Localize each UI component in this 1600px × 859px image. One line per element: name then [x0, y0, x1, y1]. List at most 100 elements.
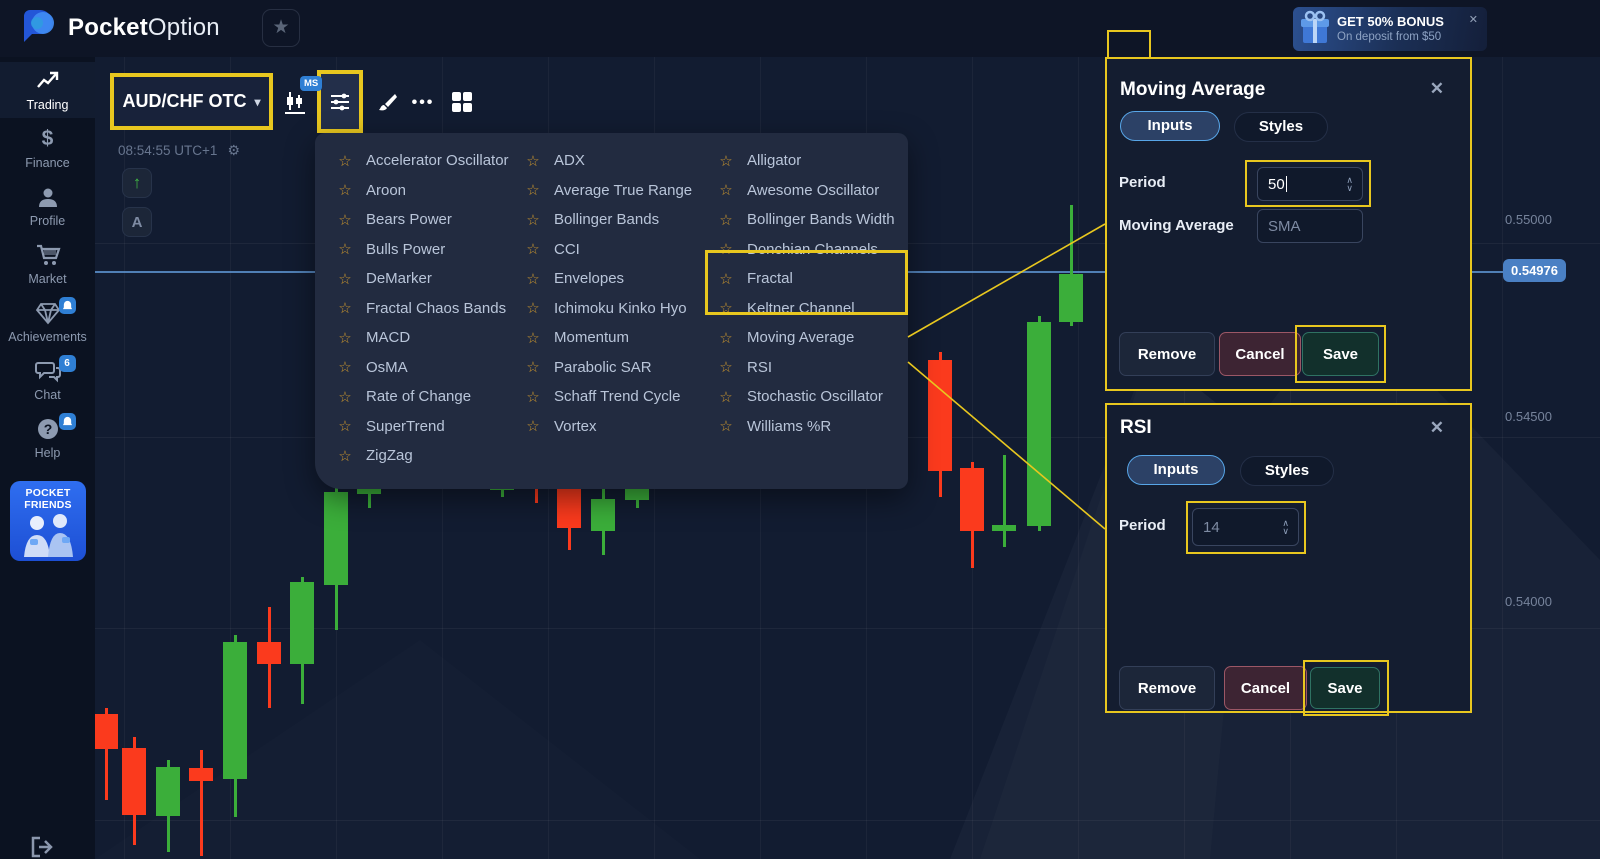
menu-item-average-true-range[interactable]: ☆ Average True Range — [525, 176, 692, 206]
favorite-star-icon[interactable]: ☆ — [526, 359, 540, 377]
menu-item-ichimoku-kinko-hyo[interactable]: ☆ Ichimoku Kinko Hyo — [525, 294, 692, 324]
stepper-up-icon[interactable]: ∧ — [1282, 518, 1289, 528]
sidebar-item-trading[interactable]: Trading — [0, 62, 95, 118]
favorite-star-icon[interactable]: ☆ — [526, 211, 540, 229]
menu-item-accelerator-oscillator[interactable]: ☆ Accelerator Oscillator — [337, 146, 508, 176]
menu-item-donchian-channels[interactable]: ☆ Donchian Channels — [718, 235, 895, 265]
period-input[interactable]: 14 ∧ ∨ — [1192, 508, 1299, 546]
save-button[interactable]: Save — [1310, 667, 1380, 709]
favorite-star-icon[interactable]: ☆ — [338, 211, 352, 229]
sidebar-item-chat[interactable]: 6 Chat — [0, 352, 95, 408]
favorite-star-icon[interactable]: ☆ — [338, 241, 352, 259]
more-tools-button[interactable]: ••• — [407, 90, 439, 116]
period-stepper[interactable]: ∧ ∨ — [1282, 518, 1289, 536]
menu-item-williams-r[interactable]: ☆ Williams %R — [718, 412, 895, 442]
menu-item-keltner-channel[interactable]: ☆ Keltner Channel — [718, 294, 895, 324]
favorite-star-icon[interactable]: ☆ — [719, 152, 733, 170]
menu-item-bears-power[interactable]: ☆ Bears Power — [337, 205, 509, 235]
logout-icon[interactable] — [30, 836, 54, 858]
menu-item-macd[interactable]: ☆ MACD — [337, 323, 509, 353]
menu-item-awesome-oscillator[interactable]: ☆ Awesome Oscillator — [718, 176, 895, 206]
indicators-button[interactable] — [317, 70, 363, 133]
favorite-star-icon[interactable]: ☆ — [526, 152, 540, 170]
cancel-button[interactable]: Cancel — [1219, 332, 1301, 376]
favorite-star-icon[interactable]: ☆ — [526, 329, 540, 347]
stepper-down-icon[interactable]: ∨ — [1282, 526, 1289, 536]
favorite-star-icon[interactable]: ☆ — [719, 388, 733, 406]
menu-item-fractal-chaos-bands[interactable]: ☆ Fractal Chaos Bands — [337, 294, 509, 324]
period-stepper[interactable]: ∧ ∨ — [1346, 175, 1353, 193]
period-input[interactable]: 50 ∧ ∨ — [1257, 167, 1363, 201]
menu-item-supertrend[interactable]: ☆ SuperTrend — [337, 412, 509, 442]
close-icon[interactable]: ✕ — [1429, 418, 1444, 437]
symbol-selector[interactable]: AUD/CHF OTC ▾ — [110, 73, 273, 130]
favorite-star-icon[interactable]: ☆ — [338, 359, 352, 377]
tab-styles[interactable]: Styles — [1240, 456, 1334, 486]
favorite-star-icon[interactable]: ☆ — [719, 418, 733, 436]
bonus-banner[interactable]: GET 50% BONUS On deposit from $50 ✕ — [1293, 7, 1487, 51]
menu-item-zigzag[interactable]: ☆ ZigZag — [337, 441, 509, 471]
sidebar-item-market[interactable]: Market — [0, 236, 95, 292]
bonus-close-icon[interactable]: ✕ — [1468, 14, 1478, 26]
pocket-friends-banner[interactable]: POCKET FRIENDS — [10, 481, 86, 561]
cancel-button[interactable]: Cancel — [1224, 666, 1307, 710]
tab-inputs[interactable]: Inputs — [1120, 111, 1220, 141]
menu-item-momentum[interactable]: ☆ Momentum — [525, 323, 692, 353]
sidebar-item-profile[interactable]: Profile — [0, 178, 95, 234]
menu-item-cci[interactable]: ☆ CCI — [525, 235, 692, 265]
tab-inputs[interactable]: Inputs — [1127, 455, 1225, 485]
favorite-star-icon[interactable]: ☆ — [526, 182, 540, 200]
menu-item-aroon[interactable]: ☆ Aroon — [337, 176, 509, 206]
menu-item-osma[interactable]: ☆ OsMA — [337, 353, 509, 383]
favorite-star-icon[interactable]: ☆ — [719, 182, 733, 200]
chart-type-button[interactable] — [278, 87, 312, 119]
menu-item-envelopes[interactable]: ☆ Envelopes — [525, 264, 692, 294]
stepper-up-icon[interactable]: ∧ — [1346, 175, 1353, 185]
favorite-star-icon[interactable]: ☆ — [719, 359, 733, 377]
remove-button[interactable]: Remove — [1119, 332, 1215, 376]
candlestick-chart[interactable]: 0.55000 0.54500 0.54000 0.54976 AUD/CHF OT… — [95, 57, 1600, 859]
favorites-button[interactable]: ★ — [262, 9, 300, 47]
stepper-down-icon[interactable]: ∨ — [1346, 183, 1353, 193]
layout-grid-button[interactable] — [445, 86, 479, 118]
favorite-star-icon[interactable]: ☆ — [719, 329, 733, 347]
drawing-tools-button[interactable] — [371, 87, 403, 119]
menu-item-bollinger-bands[interactable]: ☆ Bollinger Bands — [525, 205, 692, 235]
time-settings-gear-icon[interactable]: ⚙ — [227, 142, 240, 158]
remove-button[interactable]: Remove — [1119, 666, 1215, 710]
favorite-star-icon[interactable]: ☆ — [338, 300, 352, 318]
sidebar-item-finance[interactable]: $ Finance — [0, 120, 95, 176]
menu-item-stochastic-oscillator[interactable]: ☆ Stochastic Oscillator — [718, 382, 895, 412]
favorite-star-icon[interactable]: ☆ — [526, 388, 540, 406]
favorite-star-icon[interactable]: ☆ — [338, 447, 352, 465]
favorite-star-icon[interactable]: ☆ — [719, 241, 733, 259]
sidebar-item-achievements[interactable]: Achievements — [0, 294, 95, 350]
favorite-star-icon[interactable]: ☆ — [526, 241, 540, 259]
favorite-star-icon[interactable]: ☆ — [338, 329, 352, 347]
favorite-star-icon[interactable]: ☆ — [526, 270, 540, 288]
close-icon[interactable]: ✕ — [1429, 79, 1444, 98]
menu-item-vortex[interactable]: ☆ Vortex — [525, 412, 692, 442]
sidebar-item-help[interactable]: ? Help — [0, 410, 95, 466]
menu-item-adx[interactable]: ☆ ADX — [525, 146, 692, 176]
favorite-star-icon[interactable]: ☆ — [338, 388, 352, 406]
tab-styles[interactable]: Styles — [1234, 112, 1328, 142]
favorite-star-icon[interactable]: ☆ — [338, 152, 352, 170]
favorite-star-icon[interactable]: ☆ — [719, 211, 733, 229]
favorite-star-icon[interactable]: ☆ — [719, 300, 733, 318]
favorite-star-icon[interactable]: ☆ — [526, 300, 540, 318]
save-button[interactable]: Save — [1302, 332, 1379, 376]
menu-item-bollinger-bands-width[interactable]: ☆ Bollinger Bands Width — [718, 205, 894, 235]
menu-item-schaff-trend-cycle[interactable]: ☆ Schaff Trend Cycle — [525, 382, 692, 412]
menu-item-moving-average[interactable]: ☆ Moving Average — [718, 323, 895, 353]
ma-type-select[interactable]: SMA — [1257, 209, 1363, 243]
menu-item-rsi[interactable]: ☆ RSI — [718, 353, 895, 383]
favorite-star-icon[interactable]: ☆ — [338, 182, 352, 200]
favorite-star-icon[interactable]: ☆ — [526, 418, 540, 436]
menu-item-demarker[interactable]: ☆ DeMarker — [337, 264, 509, 294]
autoscale-button[interactable]: A — [122, 207, 152, 237]
menu-item-parabolic-sar[interactable]: ☆ Parabolic SAR — [525, 353, 692, 383]
menu-item-bulls-power[interactable]: ☆ Bulls Power — [337, 235, 509, 265]
menu-item-alligator[interactable]: ☆ Alligator — [718, 146, 895, 176]
favorite-star-icon[interactable]: ☆ — [719, 270, 733, 288]
